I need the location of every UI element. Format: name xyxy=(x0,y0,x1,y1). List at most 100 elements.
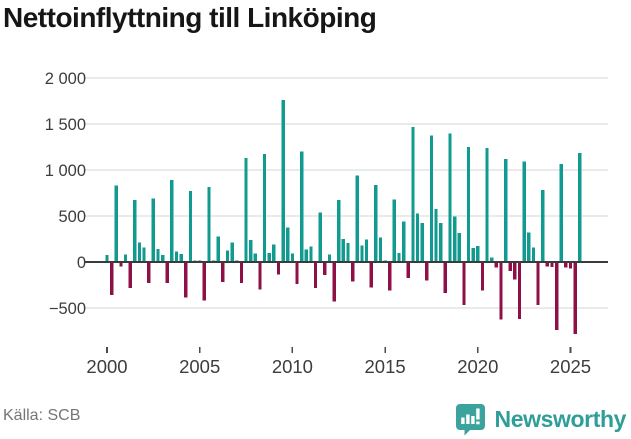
bar xyxy=(434,209,438,262)
bar xyxy=(420,222,424,262)
bar xyxy=(323,262,327,275)
bar xyxy=(443,262,447,293)
bar xyxy=(364,239,369,262)
bar xyxy=(462,262,466,305)
bar xyxy=(494,262,498,268)
bar xyxy=(225,250,230,262)
bar xyxy=(531,247,536,262)
bar xyxy=(156,249,160,262)
bar xyxy=(300,151,304,262)
bar xyxy=(267,252,271,262)
x-axis-label: 2015 xyxy=(365,356,406,377)
bar xyxy=(109,262,114,296)
bar xyxy=(452,216,457,262)
bar xyxy=(346,243,350,262)
bar xyxy=(309,246,313,262)
bar xyxy=(174,251,179,262)
bar xyxy=(147,262,151,284)
bar xyxy=(457,233,461,262)
bar xyxy=(281,100,285,262)
bar xyxy=(179,254,183,262)
bar xyxy=(128,262,132,289)
bar xyxy=(480,262,485,291)
bar xyxy=(360,245,364,262)
x-axis-label: 2005 xyxy=(179,356,220,377)
bar xyxy=(239,262,244,284)
bar xyxy=(527,232,531,262)
bar xyxy=(369,262,373,288)
bar xyxy=(313,262,318,289)
bar xyxy=(388,262,392,291)
x-axis-label: 2025 xyxy=(550,356,591,377)
bar xyxy=(476,245,480,262)
bar xyxy=(114,185,118,262)
bar xyxy=(351,262,355,282)
bar xyxy=(119,262,123,267)
bar xyxy=(249,239,253,262)
bar xyxy=(133,199,137,262)
bar xyxy=(401,221,406,262)
bar xyxy=(295,262,299,285)
bar xyxy=(253,253,257,262)
bar xyxy=(425,262,429,281)
bar xyxy=(272,244,276,262)
bar xyxy=(105,255,109,262)
bar xyxy=(536,262,540,305)
bar xyxy=(378,237,383,262)
bar xyxy=(541,189,545,262)
newsworthy-badge-icon xyxy=(455,404,485,436)
y-axis-label: 2 000 xyxy=(45,70,86,88)
bar xyxy=(513,262,517,280)
bar xyxy=(165,262,169,284)
bar xyxy=(559,164,563,262)
bar xyxy=(573,262,577,334)
bar xyxy=(508,262,512,272)
bar xyxy=(564,262,568,268)
bar xyxy=(545,262,549,267)
source-label: Källa: SCB xyxy=(3,407,81,424)
bar xyxy=(160,255,165,262)
bar xyxy=(290,253,295,262)
bar xyxy=(485,147,489,262)
bar xyxy=(221,262,225,282)
y-axis-label: 500 xyxy=(58,208,86,226)
bar xyxy=(439,222,443,262)
bar xyxy=(499,262,503,320)
bar xyxy=(406,262,410,279)
bar xyxy=(170,180,174,262)
bar xyxy=(207,187,211,262)
y-axis-label: 0 xyxy=(77,254,86,272)
bar xyxy=(522,161,526,262)
bar xyxy=(123,254,128,262)
x-axis-label: 2020 xyxy=(457,356,498,377)
bar xyxy=(137,242,142,262)
bar xyxy=(332,262,336,302)
bar xyxy=(554,262,559,331)
newsworthy-logo[interactable]: Newsworthy xyxy=(455,403,626,436)
bar xyxy=(184,262,188,298)
chart-title: Nettoinflyttning till Linköping xyxy=(3,2,377,33)
x-axis-label: 2000 xyxy=(86,356,127,377)
bar xyxy=(355,175,359,262)
bar xyxy=(568,262,573,269)
bar xyxy=(397,252,401,262)
bar xyxy=(258,262,262,290)
bar xyxy=(151,198,155,262)
bar xyxy=(337,199,341,262)
bar xyxy=(230,242,234,262)
x-axis-label: 2010 xyxy=(272,356,313,377)
bar xyxy=(448,133,452,262)
y-axis-label: 1 500 xyxy=(45,116,86,134)
bar xyxy=(517,262,522,320)
y-axis-label: −500 xyxy=(49,300,86,318)
bar xyxy=(429,135,434,262)
bar xyxy=(244,158,248,262)
y-axis-label: 1 000 xyxy=(45,162,86,180)
bar xyxy=(415,213,420,262)
bar xyxy=(318,212,322,262)
newsworthy-logo-text: Newsworthy xyxy=(494,406,627,432)
bar xyxy=(471,248,475,262)
bar xyxy=(411,127,415,262)
